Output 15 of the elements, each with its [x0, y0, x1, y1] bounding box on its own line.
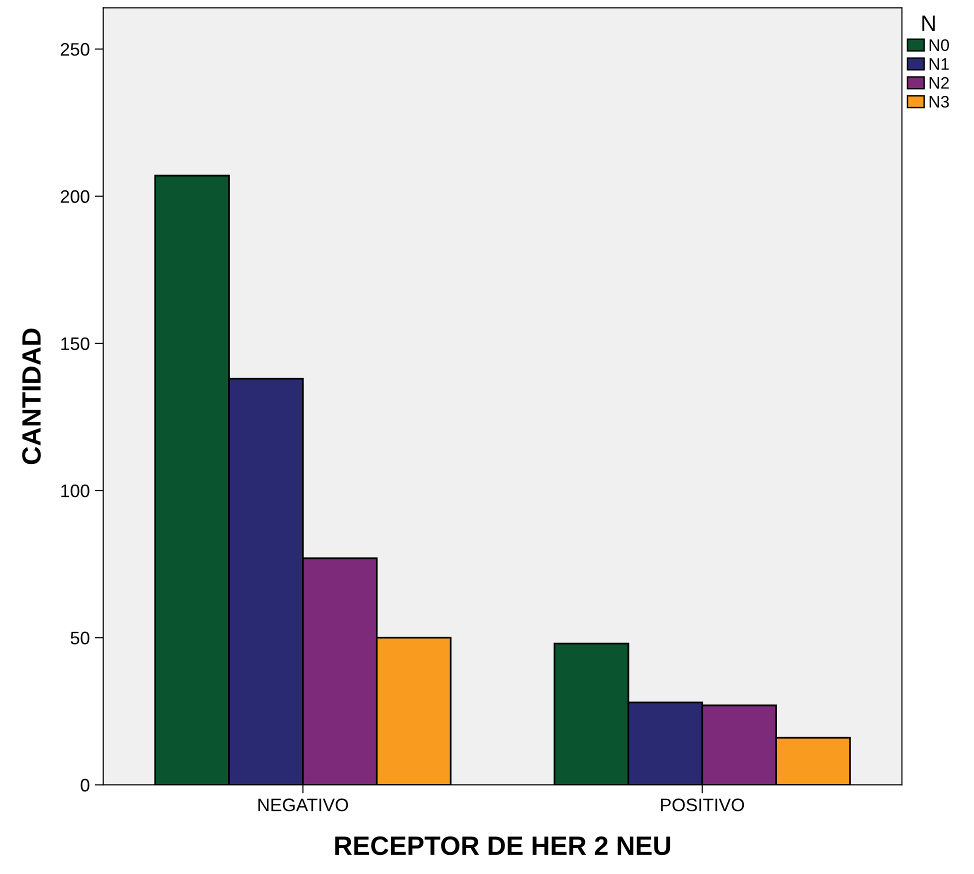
- x-axis-title: RECEPTOR DE HER 2 NEU: [335, 836, 670, 856]
- legend-label: N2: [930, 77, 949, 89]
- legend-label: N0: [930, 39, 949, 52]
- y-tick-label: 150: [61, 337, 90, 350]
- y-axis-title: CANTIDAD: [22, 328, 41, 464]
- x-tick-label: POSITIVO: [661, 798, 744, 812]
- legend-label: N1: [930, 58, 949, 70]
- y-tick-label: 100: [61, 484, 90, 498]
- legend-title: N: [922, 16, 935, 31]
- y-tick-label: 200: [60, 190, 90, 203]
- legend-label: N3: [930, 96, 949, 108]
- x-tick-label: NEGATIVO: [258, 798, 348, 812]
- y-tick-label: 250: [60, 43, 90, 56]
- y-tick-label: 50: [70, 632, 90, 644]
- y-tick-label: 0: [80, 778, 90, 792]
